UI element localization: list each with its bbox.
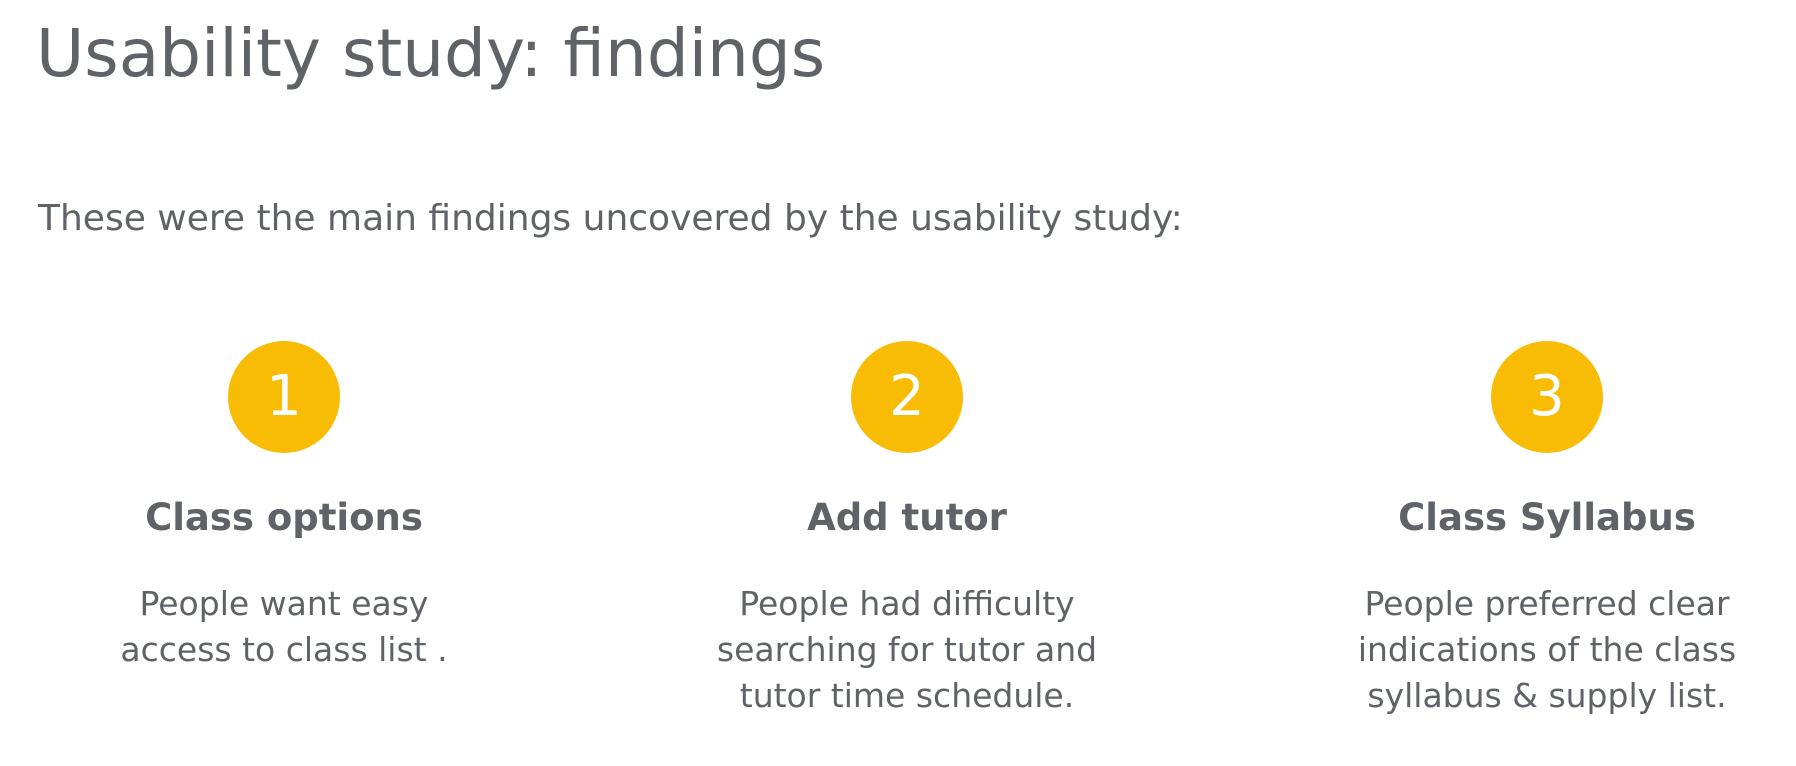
number-badge: 1 bbox=[228, 341, 340, 453]
number-badge: 3 bbox=[1491, 341, 1603, 453]
finding-heading: Class options bbox=[145, 496, 423, 539]
finding-description: People want easy access to class list . bbox=[120, 584, 448, 669]
page-title: Usability study: findings bbox=[36, 15, 826, 92]
finding-heading: Class Syllabus bbox=[1398, 496, 1696, 539]
finding-description: People had difficulty searching for tuto… bbox=[716, 584, 1098, 715]
finding-description: People preferred clear indications of th… bbox=[1357, 584, 1737, 715]
number-badge: 2 bbox=[851, 341, 963, 453]
intro-text: These were the main findings uncovered b… bbox=[38, 198, 1183, 239]
finding-card: 1 Class options People want easy access … bbox=[54, 341, 514, 673]
finding-card: 3 Class Syllabus People preferred clear … bbox=[1317, 341, 1777, 719]
finding-card: 2 Add tutor People had difficulty search… bbox=[677, 341, 1137, 719]
finding-heading: Add tutor bbox=[807, 496, 1007, 539]
